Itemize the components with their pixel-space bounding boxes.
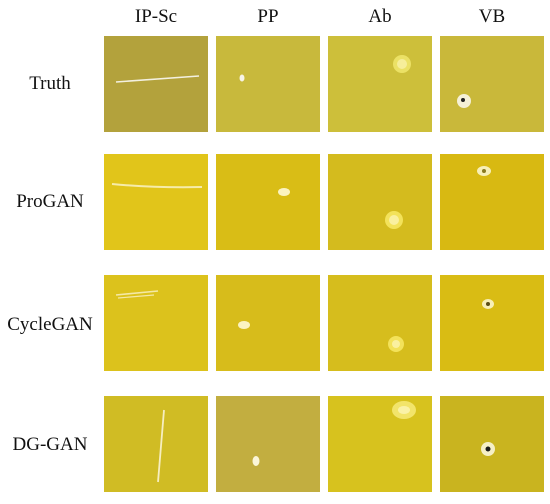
image-dg-gan-vb — [440, 396, 544, 492]
column-header-vb: VB — [478, 6, 506, 27]
row-label-cyclegan: CycleGAN — [7, 314, 93, 335]
image-cyclegan-vb — [440, 275, 544, 371]
image-dg-gan-ip-sc — [104, 396, 208, 492]
image-truth-ip-sc — [104, 36, 208, 132]
row-label-dg-gan: DG-GAN — [12, 434, 88, 455]
image-dg-gan-pp — [216, 396, 320, 492]
row-label-truth: Truth — [29, 73, 71, 94]
image-dg-gan-ab — [328, 396, 432, 492]
image-cyclegan-pp — [216, 275, 320, 371]
image-cyclegan-ip-sc — [104, 275, 208, 371]
image-truth-ab — [328, 36, 432, 132]
image-cyclegan-ab — [328, 275, 432, 371]
image-truth-pp — [216, 36, 320, 132]
image-progan-ab — [328, 154, 432, 250]
image-progan-ip-sc — [104, 154, 208, 250]
image-progan-vb — [440, 154, 544, 250]
column-header-pp: PP — [257, 6, 279, 27]
image-truth-vb — [440, 36, 544, 132]
column-header-ab: Ab — [368, 6, 392, 27]
image-progan-pp — [216, 154, 320, 250]
row-label-progan: ProGAN — [16, 191, 84, 212]
column-header-ip-sc: IP-Sc — [134, 6, 178, 27]
